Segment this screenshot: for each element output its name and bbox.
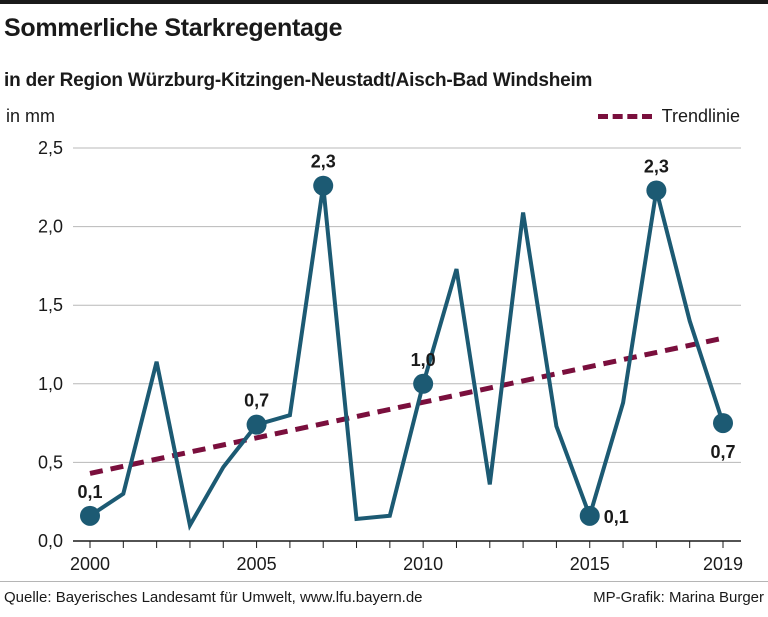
data-label: 0,1 [604,507,629,527]
x-tick-label: 2000 [70,554,110,574]
chart-title: Sommerliche Starkregentage [4,14,343,42]
data-point-marker [413,373,434,394]
trend-line [89,335,724,476]
data-point-marker [313,175,334,196]
data-point-marker [713,413,733,434]
y-tick-label: 1,0 [38,374,63,394]
chart-subtitle: in der Region Würzburg-Kitzingen-Neustad… [4,70,593,91]
legend-trend-swatch [597,114,652,119]
line-chart: 0,0 0,5 1,0 1,5 2,0 2,5 2000 2005 2010 2015 2019 0,… [38,138,743,574]
source-note: Quelle: Bayerisches Landesamt für Umwelt… [4,589,423,606]
data-point-marker [246,414,267,435]
series-layer [80,175,733,531]
data-label: 0,7 [244,391,269,411]
data-label: 1,0 [411,350,436,370]
y-tick-label: 1,5 [38,295,63,315]
text-layer: 0,0 0,5 1,0 1,5 2,0 2,5 2000 2005 2010 2015 2019 0,… [38,138,743,574]
legend-trend-label: Trendlinie [661,106,740,126]
data-point-marker [80,505,100,526]
legend: Trendlinie [597,106,740,127]
y-tick-label: 0,5 [38,452,63,472]
footer-rule [0,581,768,582]
x-tick-label: 2005 [237,554,277,574]
x-tick-label: 2019 [703,554,743,574]
data-point-marker [646,180,667,201]
x-tick-label: 2015 [570,554,610,574]
data-label: 0,1 [77,482,102,502]
y-axis-unit-label: in mm [6,106,55,126]
data-label: 0,7 [710,442,735,462]
top-rule [0,0,768,4]
y-tick-label: 0,0 [38,531,63,551]
grid-layer [73,147,741,548]
series-line [88,185,725,531]
data-label: 2,3 [644,156,669,176]
trend-layer [89,335,724,476]
data-label: 2,3 [311,152,336,172]
x-tick-label: 2010 [403,554,443,574]
y-tick-label: 2,5 [38,138,63,158]
credit-note: MP-Grafik: Marina Burger [593,589,764,606]
y-tick-label: 2,0 [38,217,63,237]
data-point-marker [579,505,600,526]
